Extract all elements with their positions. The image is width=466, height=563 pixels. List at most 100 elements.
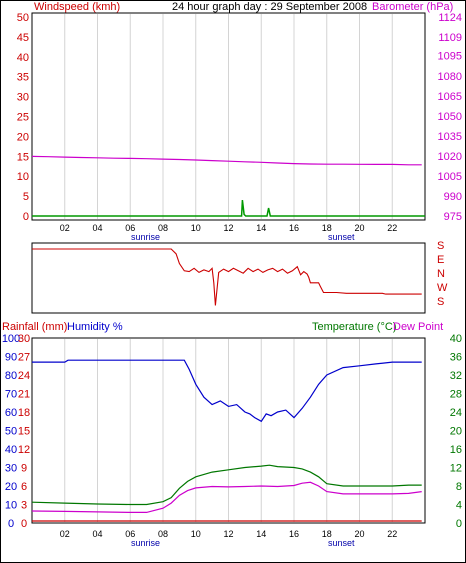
windspeed-tick-50: 50 [17,12,29,24]
wind-baro-x-tick-22: 22 [387,223,397,233]
rainfall-tick-21: 21 [18,389,30,401]
direction-tick-E-1: E [437,254,444,266]
humidity-temp-x-tick-08: 08 [158,529,168,539]
temperature-tick-16: 16 [450,444,462,456]
barometer-tick-1065: 1065 [438,91,462,103]
humidity-temp-x-tick-22: 22 [387,529,397,539]
windspeed-tick-20: 20 [17,131,29,143]
windspeed-tick-0: 0 [23,211,29,223]
humidity-label: Humidity % [67,321,123,333]
windspeed-tick-30: 30 [17,92,29,104]
temperature-tick-4: 4 [456,500,462,512]
wind-baro-x-axis: 02 04 06 08 10 12 14 16 18 20 22 [60,223,398,233]
rainfall-tick-15: 15 [18,426,30,438]
sunrise-label-bottom: sunrise [131,538,160,548]
windspeed-axis: 0 5 10 15 20 25 30 35 40 45 50 [17,12,29,223]
humidity-temp-x-tick-16: 16 [289,529,299,539]
humidity-temp-x-tick-02: 02 [60,529,70,539]
graph-title: 24 hour graph day : 29 September 2008 [172,1,367,13]
temperature-tick-28: 28 [450,389,462,401]
direction-tick-W-3: W [437,282,448,294]
windspeed-tick-25: 25 [17,112,29,124]
temperature-line [31,464,422,506]
wind-baro-x-tick-06: 06 [125,223,135,233]
temperature-tick-8: 8 [456,481,462,493]
humidity-temp-x-tick-10: 10 [191,529,201,539]
wind-baro-x-tick-08: 08 [158,223,168,233]
direction-tick-N-2: N [437,268,445,280]
humidity-temp-x-tick-20: 20 [354,529,364,539]
humidity-tick-30: 30 [5,463,17,475]
rainfall-tick-27: 27 [18,352,30,364]
wind-baro-x-tick-14: 14 [256,223,266,233]
sunset-label-top: sunset [328,232,355,242]
barometer-tick-1109: 1109 [438,32,462,44]
sunset-label-bottom: sunset [328,538,355,548]
humidity-temp-x-axis: 02 04 06 08 10 12 14 16 18 20 22 [60,529,398,539]
windspeed-tick-40: 40 [17,52,29,64]
temperature-tick-0: 0 [456,518,462,530]
humidity-temp-x-tick-14: 14 [256,529,266,539]
rainfall-tick-18: 18 [18,407,30,419]
rainfall-tick-30: 30 [18,333,30,345]
humidity-tick-70: 70 [5,389,17,401]
temperature-tick-24: 24 [450,407,462,419]
wind-baro-series [31,155,425,217]
temperature-tick-40: 40 [450,333,462,345]
rainfall-tick-9: 9 [21,463,27,475]
temperature-label: Temperature (°C) [312,321,396,333]
direction-tick-S-0: S [437,240,444,252]
wind-baro-x-tick-18: 18 [322,223,332,233]
humidity-temp-x-tick-12: 12 [223,529,233,539]
humidity-tick-0: 0 [8,518,14,530]
wind-baro-x-tick-10: 10 [191,223,201,233]
barometer-tick-1020: 1020 [438,151,462,163]
direction-tick-S-4: S [437,296,444,308]
rainfall-tick-0: 0 [21,518,27,530]
windspeed-tick-5: 5 [23,191,29,203]
rainfall-tick-6: 6 [21,481,27,493]
barometer-tick-1035: 1035 [438,131,462,143]
wind-direction-series [32,248,422,306]
barometer-label: Barometer (hPa) [372,1,453,13]
humidity-line [32,359,422,423]
rainfall-label: Rainfall (mm) [2,321,67,333]
barometer-tick-1124: 1124 [438,12,462,24]
humidity-tick-90: 90 [5,352,17,364]
windspeed-tick-45: 45 [17,32,29,44]
humidity-tick-100: 100 [2,333,20,345]
temperature-tick-36: 36 [450,352,462,364]
barometer-line [31,155,422,166]
rainfall-tick-3: 3 [21,500,27,512]
windspeed-tick-10: 10 [17,171,29,183]
rainfall-tick-24: 24 [18,370,30,382]
wind-baro-x-tick-12: 12 [223,223,233,233]
wind-baro-grid [64,14,393,219]
wind-baro-x-tick-04: 04 [92,223,102,233]
humidity-temp-x-tick-04: 04 [92,529,102,539]
temperature-tick-32: 32 [450,370,462,382]
sunrise-label-top: sunrise [131,232,160,242]
temperature-tick-12: 12 [450,463,462,475]
humidity-tick-20: 20 [5,481,17,493]
barometer-axis: 975 990 1005 1020 1035 1050 1065 1080 1095 1109 11… [438,12,462,223]
humidity-tick-10: 10 [5,500,17,512]
windspeed-line [32,200,425,217]
temperature-axis: 0 4 8 12 16 20 24 28 32 36 40 [450,333,462,530]
wind-baro-x-tick-02: 02 [60,223,70,233]
humidity-tick-40: 40 [5,444,17,456]
humidity-temp-x-tick-06: 06 [125,529,135,539]
barometer-tick-1080: 1080 [438,71,462,83]
humidity-tick-50: 50 [5,426,17,438]
wind-baro-x-tick-16: 16 [289,223,299,233]
windspeed-tick-15: 15 [17,151,29,163]
barometer-tick-975: 975 [444,211,462,223]
barometer-tick-1005: 1005 [438,171,462,183]
wind-direction-line [32,248,422,306]
windspeed-tick-35: 35 [17,72,29,84]
barometer-tick-1050: 1050 [438,111,462,123]
barometer-tick-990: 990 [444,191,462,203]
rainfall-tick-12: 12 [18,444,30,456]
